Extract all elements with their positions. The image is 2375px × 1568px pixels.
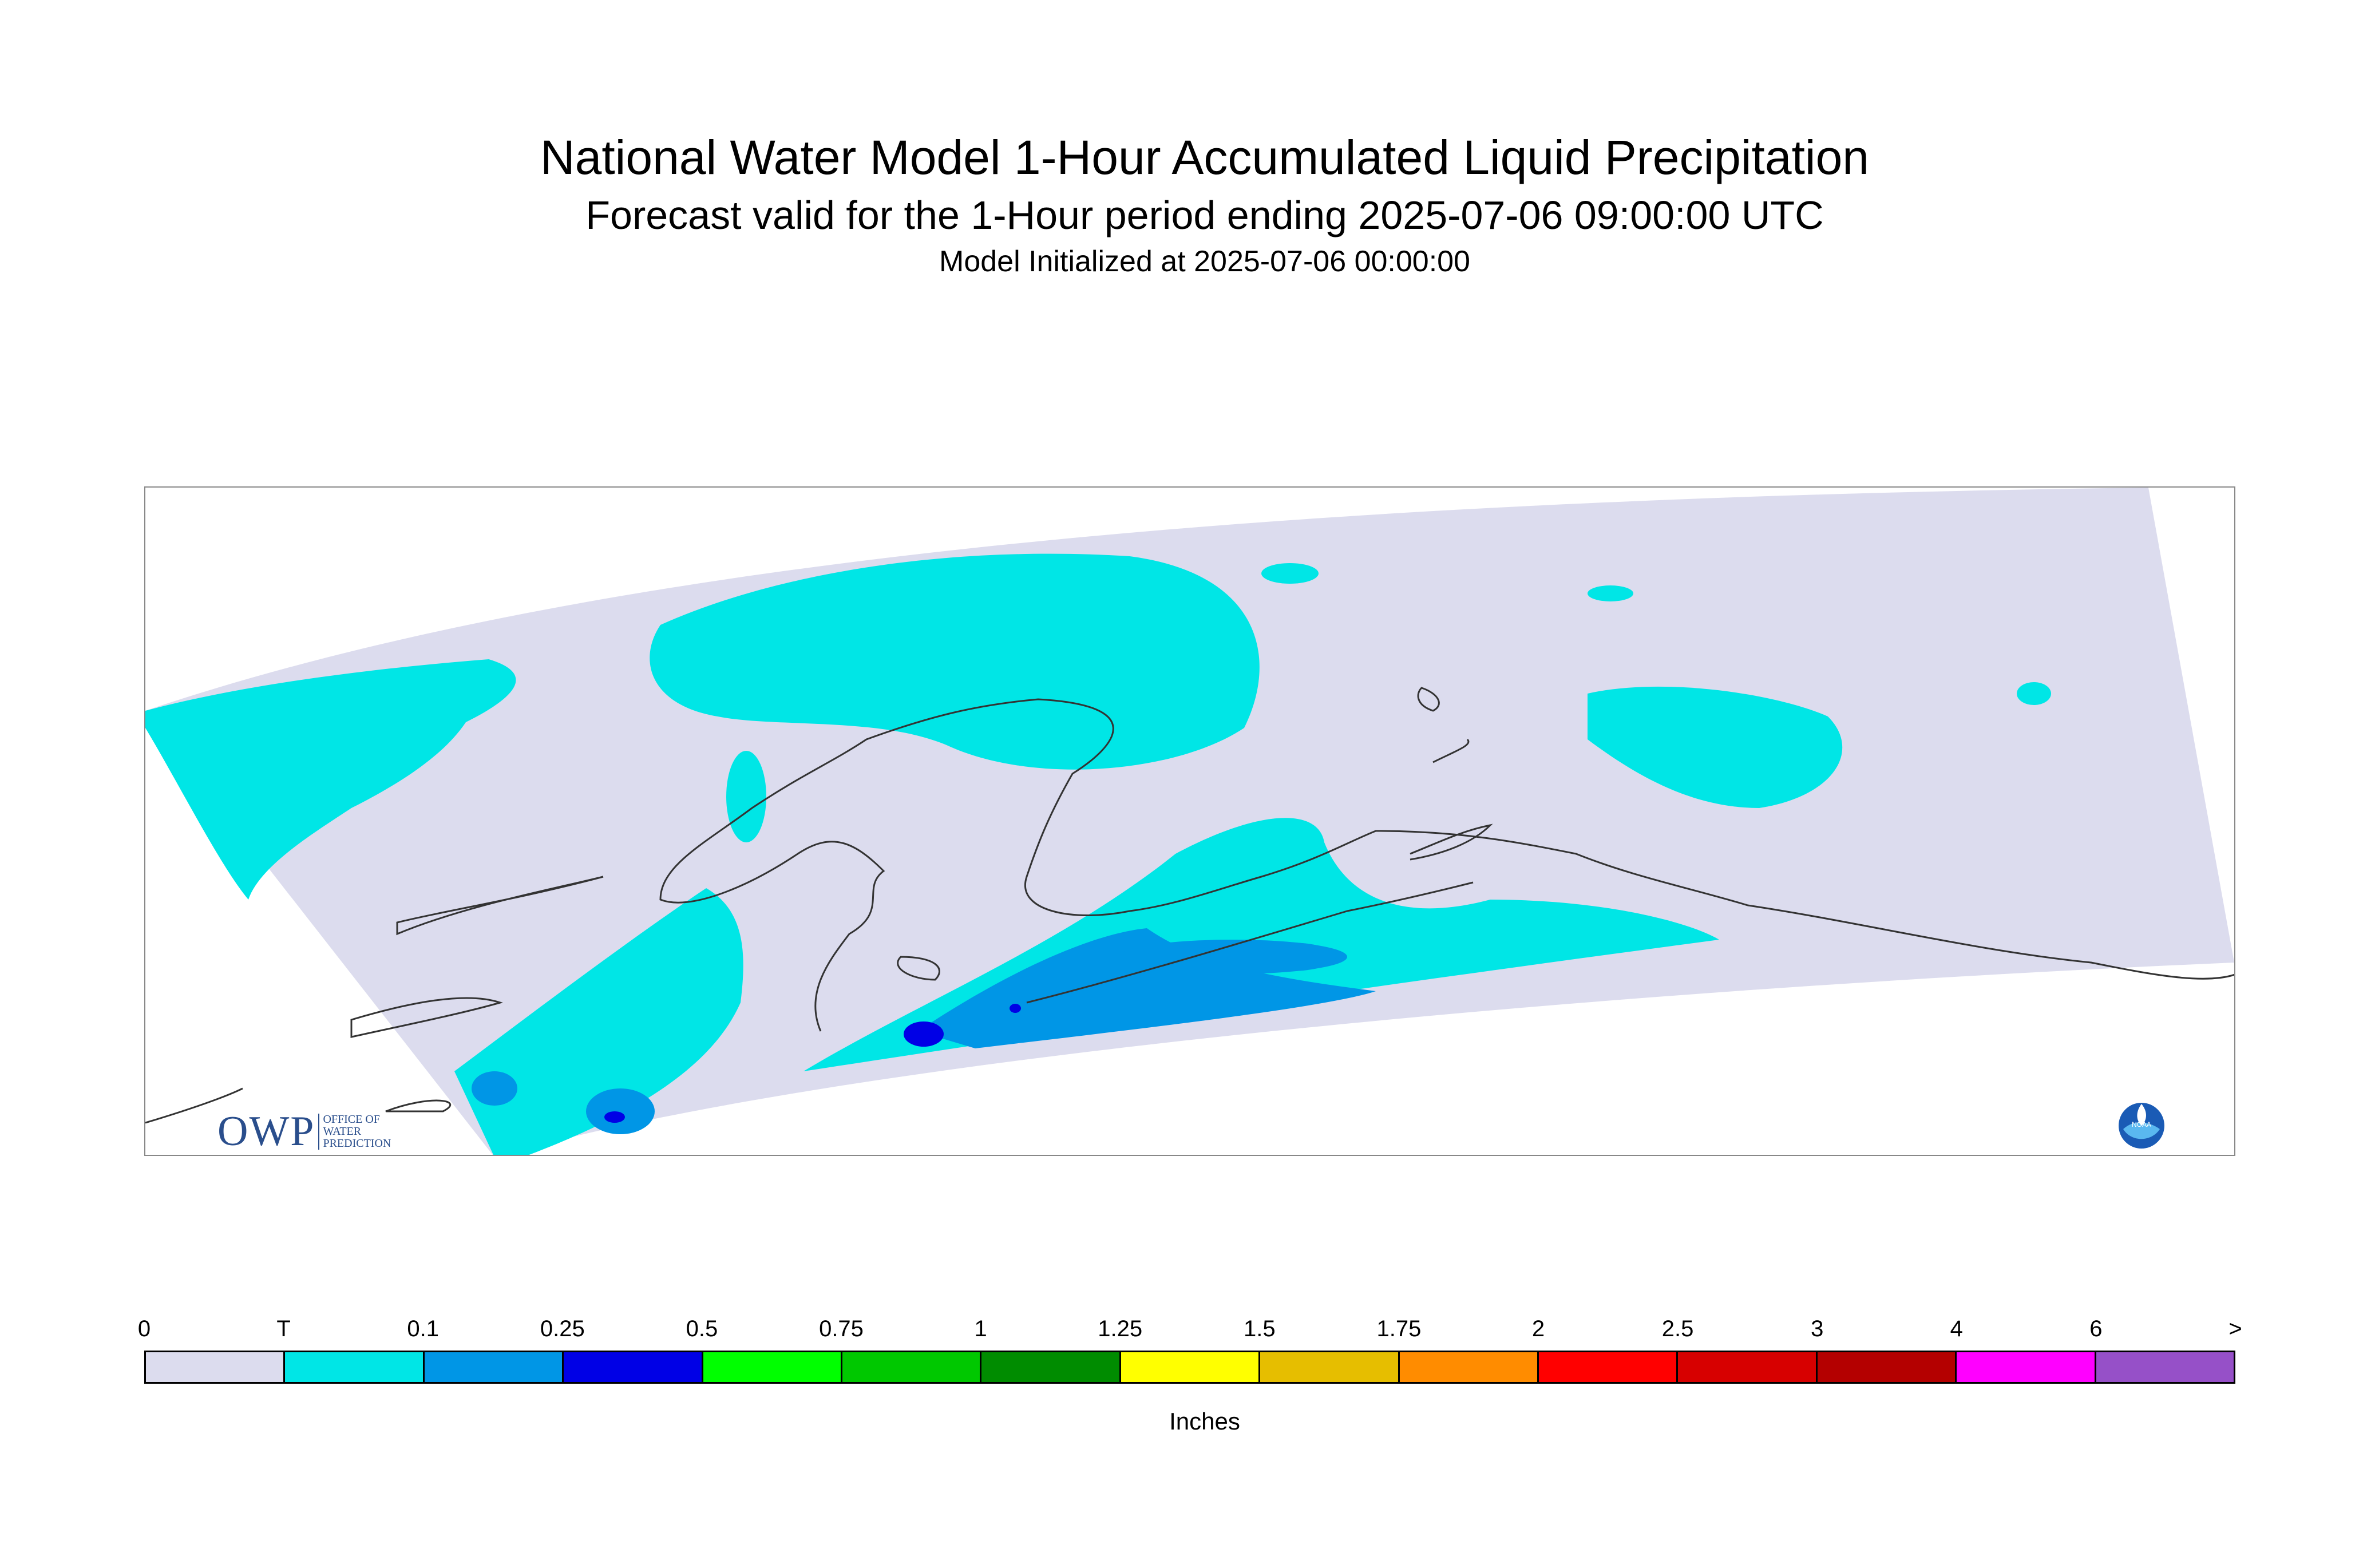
legend-swatch — [703, 1352, 843, 1382]
coastline-island-1 — [350, 997, 504, 1038]
legend-label: T — [276, 1316, 291, 1341]
coastline-island-5 — [1417, 687, 1440, 712]
legend-units: Inches — [1169, 1408, 1240, 1435]
moderate-precip-areas — [604, 1004, 1021, 1123]
precip-cell-1 — [895, 572, 964, 597]
precip-area-northeast — [1588, 686, 1843, 808]
chart-title: National Water Model 1-Hour Accumulated … — [540, 130, 1870, 184]
owp-logo-subtext: OFFICE OF WATER PREDICTION — [318, 1114, 391, 1150]
noaa-logo-text: NOAA — [2132, 1120, 2151, 1129]
legend-label: 1.5 — [1243, 1316, 1276, 1341]
coastline-island-3 — [396, 876, 604, 936]
light-area-west-2 — [586, 1088, 655, 1134]
moderate-cell-1 — [904, 1021, 944, 1047]
model-init-time: Model Initialized at 2025-07-06 00:00:00 — [939, 245, 1470, 278]
coastline-gulf — [1026, 881, 1474, 1004]
owp-line-3: PREDICTION — [323, 1137, 391, 1150]
legend-swatch — [1678, 1352, 1818, 1382]
legend-label: 6 — [2089, 1316, 2103, 1341]
legend-swatch — [424, 1352, 564, 1382]
coastline-island-2 — [897, 956, 940, 981]
legend-label: 1.75 — [1376, 1316, 1422, 1341]
legend-swatch — [842, 1352, 982, 1382]
legend-swatch — [1817, 1352, 1957, 1382]
precip-cell-3 — [1588, 585, 1633, 601]
owp-logo-text: OWP — [217, 1108, 315, 1155]
legend-label: 2.5 — [1661, 1316, 1694, 1341]
legend-swatch — [1957, 1352, 2096, 1382]
legend-swatch — [2096, 1352, 2234, 1382]
owp-line-1: OFFICE OF — [323, 1113, 380, 1126]
legend-swatch — [564, 1352, 703, 1382]
light-area-south — [918, 928, 1376, 1048]
coastline-sw — [145, 1087, 243, 1124]
legend-label: 0.5 — [686, 1316, 718, 1341]
legend-label: 3 — [1811, 1316, 1824, 1341]
light-area-west-1 — [472, 1071, 517, 1106]
moderate-cell-3 — [1010, 1004, 1021, 1013]
precipitation-map — [144, 486, 2235, 1156]
coastline-island-6 — [1432, 738, 1470, 763]
coastline-island-4 — [1410, 823, 1493, 861]
legend-swatch — [146, 1352, 286, 1382]
legend-label: 1.25 — [1098, 1316, 1143, 1341]
legend-swatch — [1260, 1352, 1400, 1382]
map-svg — [145, 488, 2234, 1155]
legend-label: 4 — [1950, 1316, 1963, 1341]
coastline-island-7 — [385, 1099, 452, 1112]
legend-swatch — [981, 1352, 1121, 1382]
light-precip-areas — [472, 928, 1376, 1134]
moderate-cell-2 — [604, 1111, 625, 1123]
legend-label: 1 — [974, 1316, 987, 1341]
legend-swatch — [1539, 1352, 1679, 1382]
legend-label: 0 — [137, 1316, 151, 1341]
legend-swatch — [1399, 1352, 1539, 1382]
precip-area-west — [145, 659, 516, 900]
legend-label: > — [2228, 1316, 2242, 1341]
noaa-logo: NOAA — [2119, 1103, 2164, 1149]
legend: 0 T 0.1 0.25 0.5 0.75 1 1.25 1.5 1.75 2 2.5 3 4 6 > — [138, 1316, 2242, 1384]
title-block: National Water Model 1-Hour Accumulated … — [0, 126, 2375, 282]
precip-cell-5 — [726, 751, 766, 842]
legend-labels: 0 T 0.1 0.25 0.5 0.75 1 1.25 1.5 1.75 2 2.5 3 4 6 > — [138, 1316, 2242, 1351]
legend-label: 0.1 — [407, 1316, 439, 1341]
chart-subtitle: Forecast valid for the 1-Hour period end… — [585, 193, 1824, 237]
precip-area-southwest — [454, 888, 743, 1155]
light-area-mid — [1244, 943, 1336, 971]
legend-label: 0.75 — [819, 1316, 864, 1341]
legend-label: 0.25 — [540, 1316, 585, 1341]
precip-cell-2 — [1261, 563, 1319, 584]
coastlines — [145, 687, 2234, 1124]
owp-line-2: WATER — [323, 1125, 362, 1138]
coastline-mainland — [659, 698, 2234, 1032]
legend-swatch — [1121, 1352, 1261, 1382]
precip-cell-4 — [2017, 682, 2051, 705]
legend-swatch — [285, 1352, 425, 1382]
legend-color-bar — [144, 1351, 2235, 1384]
legend-label: 2 — [1531, 1316, 1545, 1341]
owp-logo: OWP OFFICE OF WATER PREDICTION — [217, 1107, 391, 1156]
